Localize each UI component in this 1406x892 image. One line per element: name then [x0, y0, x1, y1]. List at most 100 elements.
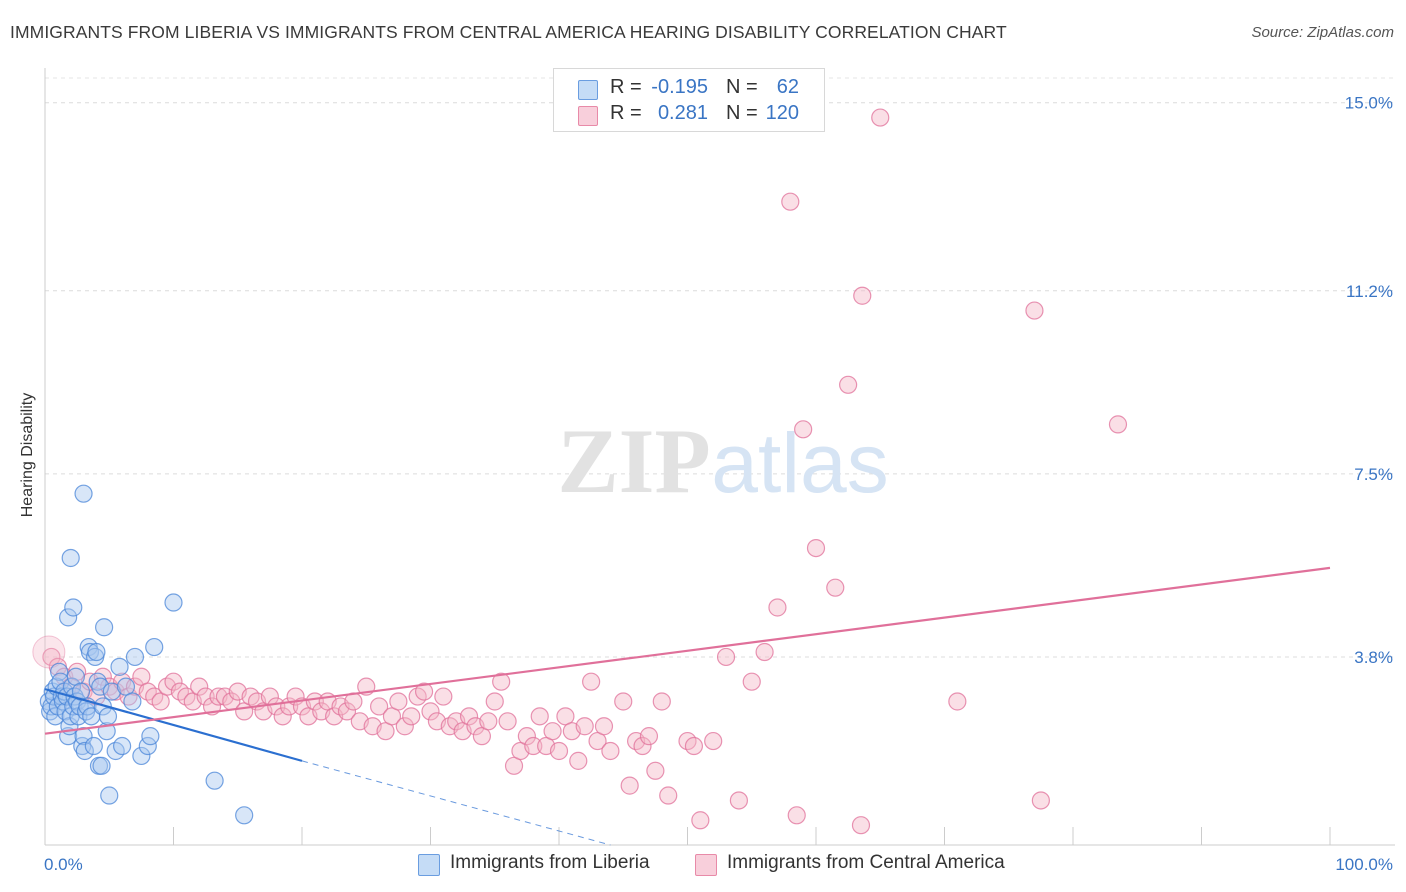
legend-n-key: N = [726, 76, 758, 98]
liberia-point [141, 727, 160, 746]
liberia-point [75, 741, 94, 761]
series-liberia-points [39, 484, 254, 825]
liberia-point [164, 593, 183, 612]
legend-n-value: 62 [776, 76, 799, 98]
central-america-point [479, 712, 498, 731]
central-america-point [459, 707, 479, 726]
central-america-point [549, 741, 569, 761]
central-america-point [164, 672, 183, 691]
central-america-point [742, 672, 761, 691]
central-america-point [871, 108, 890, 127]
source-label: Source: ZipAtlas.com [1251, 24, 1394, 41]
central-america-point [1108, 415, 1128, 434]
liberia-point [61, 548, 80, 568]
central-america-point [768, 598, 787, 617]
correlation-legend: R = -0.195 N = 62 R = 0.281 N = 120 [553, 68, 825, 132]
central-america-point [370, 697, 389, 716]
central-america-point [620, 776, 639, 795]
central-america-point [948, 692, 967, 711]
liberia-point [100, 786, 119, 805]
liberia-point [88, 672, 107, 691]
liberia-point [132, 746, 151, 766]
liberia-point [112, 736, 132, 756]
bottom-legend-swatch-central-america [695, 854, 717, 876]
central-america-point [646, 761, 665, 780]
central-america-point [781, 192, 800, 211]
central-america-point [273, 707, 292, 726]
liberia-point [92, 756, 111, 775]
liberia-point [95, 618, 114, 637]
tick-labels: 3.8% 7.5% 11.2% 15.0% 0.0% 100.0% [44, 94, 1393, 874]
central-america-point [190, 677, 209, 696]
liberia-point [84, 736, 103, 756]
liberia-point [125, 647, 145, 667]
liberia-point [205, 771, 224, 790]
trend-line-liberia-extrapolated [301, 760, 611, 846]
trend-line-central-america [44, 566, 1331, 735]
central-america-point [652, 692, 671, 711]
watermark-atlas: atlas [711, 416, 888, 510]
central-america-point [684, 736, 704, 756]
legend-n-key: N = [726, 102, 758, 124]
central-america-point [806, 538, 826, 558]
central-america-point [524, 736, 543, 756]
liberia-point [74, 484, 93, 503]
central-america-point [659, 786, 678, 805]
central-america-point [691, 811, 710, 830]
central-america-point [1025, 301, 1044, 320]
central-america-point [794, 420, 813, 439]
liberia-point [235, 806, 254, 825]
central-america-point [196, 687, 215, 706]
central-america-point [492, 672, 511, 691]
legend-r-value: 0.281 [657, 102, 708, 124]
central-america-point [543, 722, 562, 741]
central-america-point [787, 806, 806, 825]
central-america-point [755, 642, 774, 662]
central-america-point [716, 647, 736, 667]
central-america-point [1031, 791, 1050, 810]
x-tick-label-max: 100.0% [1335, 855, 1393, 874]
bottom-legend-swatch-liberia [418, 854, 440, 876]
liberia-point [91, 677, 110, 696]
central-america-point [826, 578, 845, 597]
legend-n-value: 120 [765, 102, 799, 124]
central-america-point [851, 816, 871, 835]
liberia-point [80, 642, 100, 662]
central-america-point [517, 727, 536, 746]
central-america-point [389, 692, 408, 711]
central-america-point [729, 791, 749, 810]
legend-r-key: R = [610, 76, 642, 98]
central-america-point [485, 692, 504, 711]
liberia-point [59, 608, 78, 627]
central-america-point [853, 286, 872, 305]
central-america-point [395, 717, 414, 736]
central-america-point [530, 707, 549, 726]
legend-r-value: -0.195 [651, 76, 708, 98]
central-america-point [421, 702, 440, 721]
liberia-point [98, 707, 118, 726]
central-america-point [614, 692, 633, 711]
liberia-point [110, 657, 129, 676]
central-america-point [434, 687, 453, 706]
central-america-point [594, 717, 614, 736]
gridlines [45, 77, 1395, 658]
central-america-point [582, 672, 601, 691]
central-america-point [569, 751, 588, 770]
y-tick-label: 3.8% [1354, 648, 1393, 667]
liberia-point [64, 598, 83, 617]
y-tick-label: 7.5% [1354, 465, 1393, 484]
bottom-legend-label: Immigrants from Central America [727, 852, 1005, 873]
legend-swatch-central-america [578, 106, 598, 126]
central-america-point [498, 712, 517, 731]
central-america-point [337, 702, 357, 721]
watermark-zip: ZIP [557, 410, 710, 512]
liberia-point [123, 692, 142, 711]
liberia-point [87, 642, 106, 662]
legend-swatch-liberia [578, 80, 598, 100]
central-america-point [42, 647, 61, 667]
trend-line-liberia [44, 688, 303, 762]
central-america-point [601, 741, 620, 761]
central-america-point [575, 717, 594, 736]
y-tick-label: 15.0% [1345, 94, 1393, 113]
liberia-point [145, 637, 164, 657]
